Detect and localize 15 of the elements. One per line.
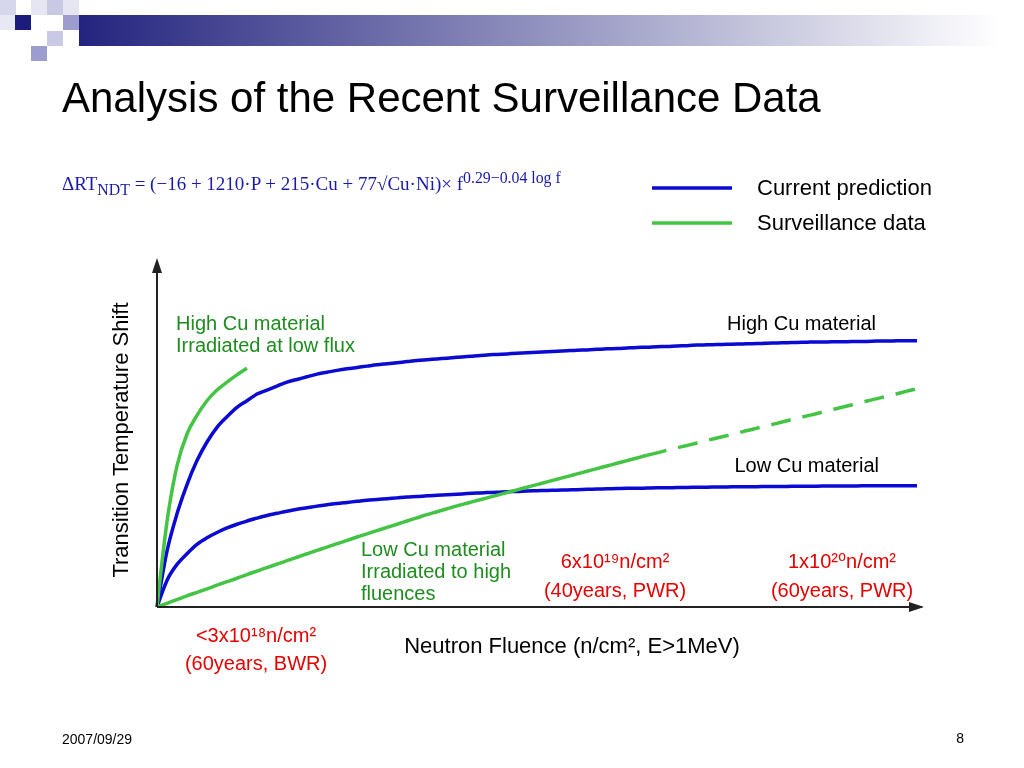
legend-label: Surveillance data xyxy=(757,209,926,237)
text: 8 xyxy=(956,730,965,746)
text: <3x10¹⁸n/cm² (60years, BWR) xyxy=(184,624,328,674)
annotation: 6x10¹⁹n/cm² (40years, PWR) xyxy=(543,550,687,601)
chart-subtitle: ΔRT$_{NDT}$ = (−16 + 1210·P + 215·Cu + 77√Cu·Ni)× f$^{0.29−0.04 log f}$ xyxy=(62,169,561,201)
x-axis-title: Neutron Fluence (n/cm², E>1MeV) xyxy=(404,633,740,658)
annotation: Low Cu material Irradiated to high fluences xyxy=(361,538,512,604)
legend-label: Current prediction xyxy=(757,174,932,202)
annotation: 1x10²⁰n/cm² (60years, PWR) xyxy=(770,550,914,601)
y-axis-title: Transition Temperature Shift xyxy=(108,301,134,580)
text: High Cu material xyxy=(727,312,876,334)
text: 2007/09/29 xyxy=(62,731,133,747)
annotation: Low Cu material xyxy=(734,454,879,476)
annotation: High Cu material Irradiated at low flux xyxy=(176,312,355,356)
chart-title: Analysis of the Recent Surveillance Data xyxy=(62,74,821,121)
